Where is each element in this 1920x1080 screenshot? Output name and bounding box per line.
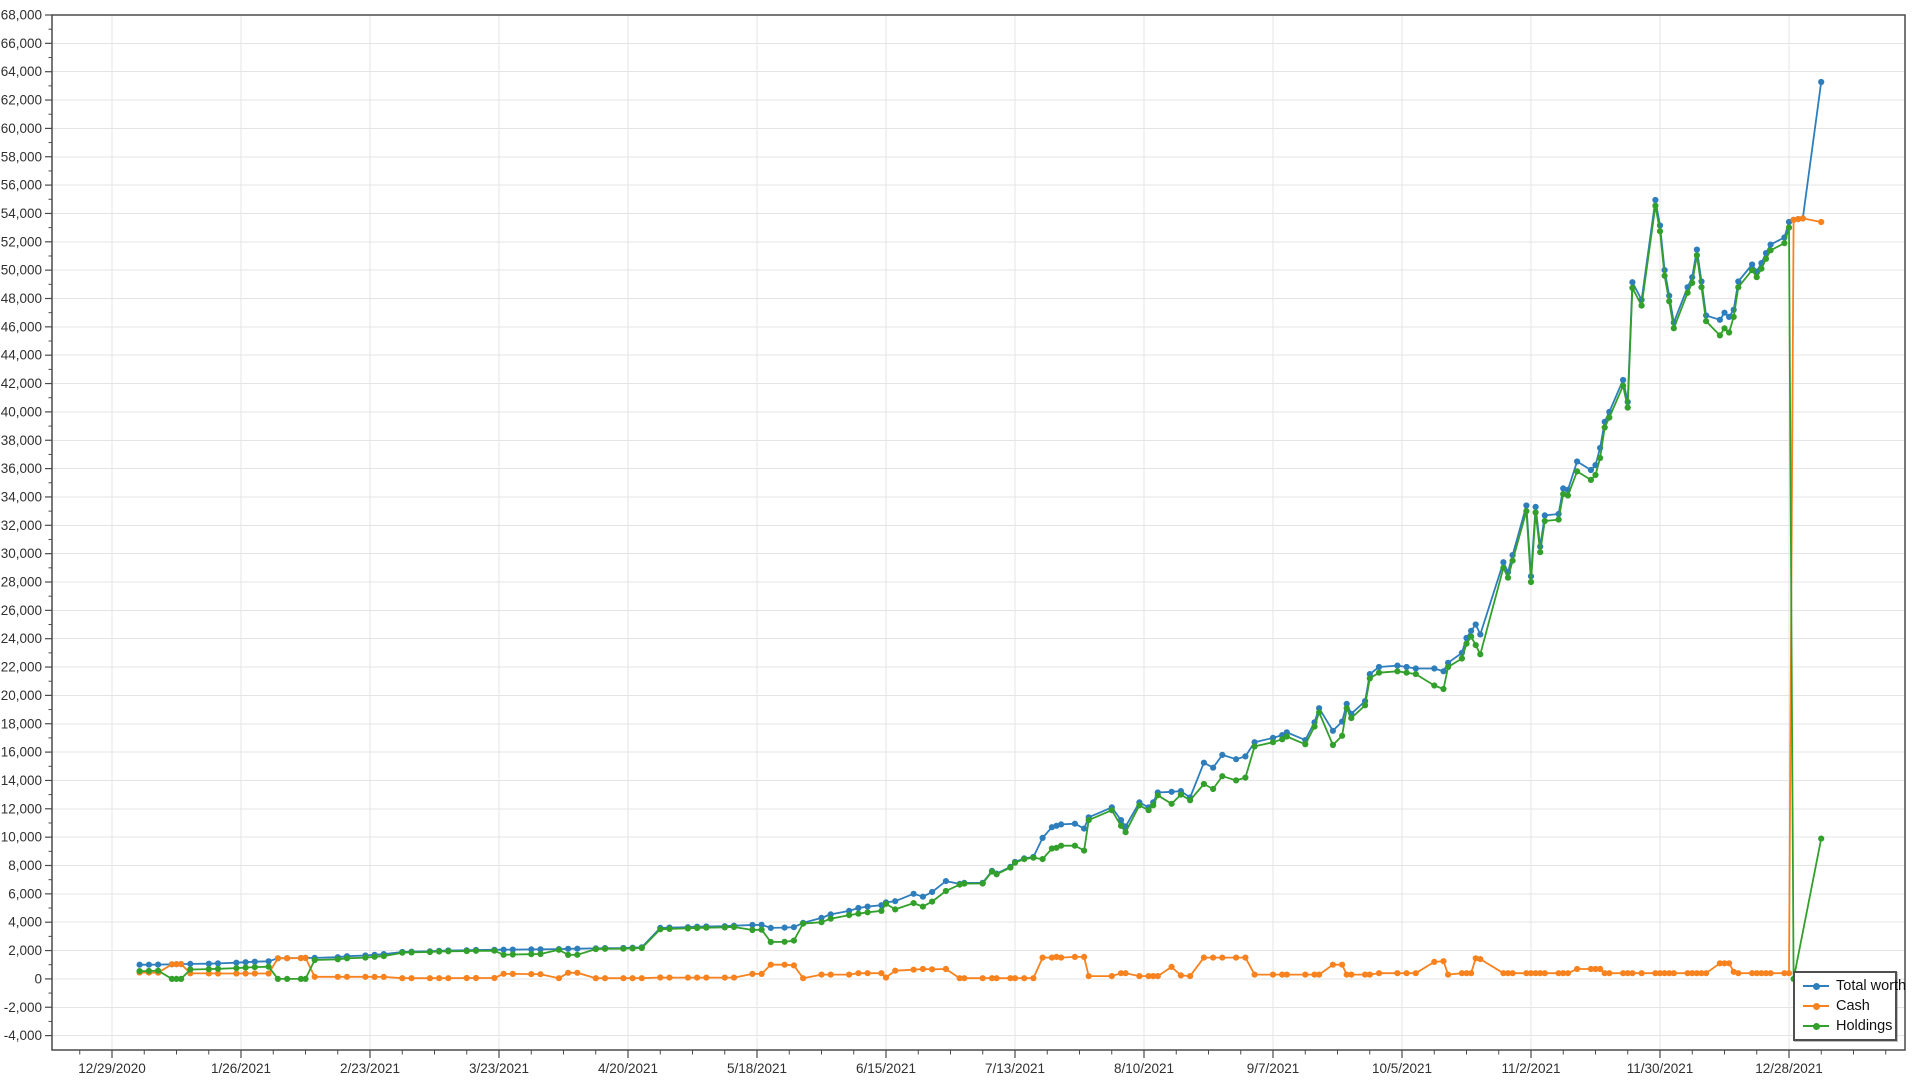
y-tick-label: -2,000	[4, 1000, 42, 1015]
y-tick-label: -4,000	[4, 1028, 42, 1043]
legend-item-total-worth: Total worth	[1803, 977, 1906, 995]
legend-marker-cash-icon	[1803, 1002, 1829, 1010]
y-tick-label: 46,000	[1, 319, 42, 334]
y-tick-label: 66,000	[1, 36, 42, 51]
y-axis: 68,000 66,000 64,000 62,000 60,000 58,000 56,0…	[1, 8, 52, 1043]
y-tick-label: 64,000	[1, 64, 42, 79]
gridlines	[52, 14, 1905, 1050]
x-tick-label: 12/28/2021	[1755, 1061, 1823, 1076]
y-tick-label: 62,000	[1, 93, 42, 108]
legend-item-cash: Cash	[1803, 997, 1891, 1015]
legend-label-holdings: Holdings	[1836, 1018, 1893, 1034]
series-holdings	[136, 202, 1825, 983]
y-tick-label: 6,000	[8, 886, 42, 901]
series-line	[139, 204, 1823, 980]
y-tick-label: 28,000	[1, 575, 42, 590]
x-tick-label: 11/30/2021	[1627, 1061, 1694, 1076]
y-tick-label: 26,000	[1, 603, 42, 618]
x-tick-label: 11/2/2021	[1501, 1061, 1560, 1076]
y-tick-label: 24,000	[1, 631, 42, 646]
x-tick-label: 8/10/2021	[1114, 1061, 1174, 1076]
x-tick-label: 1/26/2021	[211, 1061, 271, 1076]
y-tick-label: 10,000	[1, 830, 42, 845]
y-tick-label: 0	[34, 971, 42, 986]
x-tick-label: 12/29/2020	[78, 1061, 146, 1076]
y-tick-label: 68,000	[1, 8, 42, 23]
y-tick-label: 60,000	[1, 121, 42, 136]
plot-border	[51, 14, 1906, 1051]
y-tick-label: 38,000	[1, 433, 42, 448]
y-tick-label: 42,000	[1, 376, 42, 391]
legend-marker-holdings-icon	[1803, 1022, 1829, 1030]
y-tick-label: 34,000	[1, 489, 42, 504]
x-tick-label: 5/18/2021	[727, 1061, 787, 1076]
x-tick-label: 6/15/2021	[856, 1061, 916, 1076]
y-tick-label: 20,000	[1, 688, 42, 703]
y-tick-label: 18,000	[1, 716, 42, 731]
x-tick-label: 3/23/2021	[469, 1061, 529, 1076]
y-tick-label: 36,000	[1, 461, 42, 476]
legend-label-cash: Cash	[1836, 998, 1870, 1014]
y-tick-label: 44,000	[1, 348, 42, 363]
series-line	[139, 81, 1823, 966]
y-tick-label: 56,000	[1, 178, 42, 193]
y-tick-label: 16,000	[1, 745, 42, 760]
y-tick-label: 22,000	[1, 660, 42, 675]
x-tick-label: 2/23/2021	[340, 1061, 400, 1076]
legend-item-holdings: Holdings	[1803, 1017, 1893, 1035]
y-tick-label: 40,000	[1, 404, 42, 419]
x-axis: 12/29/2020 1/26/2021 2/23/2021 3/23/2021 4/2…	[78, 1050, 1887, 1076]
y-tick-label: 32,000	[1, 518, 42, 533]
y-tick-label: 48,000	[1, 291, 42, 306]
y-tick-label: 30,000	[1, 546, 42, 561]
y-tick-label: 14,000	[1, 773, 42, 788]
y-tick-label: 52,000	[1, 234, 42, 249]
y-tick-label: 4,000	[8, 915, 42, 930]
x-tick-label: 4/20/2021	[598, 1061, 658, 1076]
x-tick-label: 7/13/2021	[985, 1061, 1045, 1076]
legend-marker-total-worth-icon	[1803, 982, 1829, 990]
y-tick-label: 58,000	[1, 149, 42, 164]
y-tick-label: 54,000	[1, 206, 42, 221]
legend-label-total-worth: Total worth	[1836, 978, 1907, 994]
y-tick-label: 2,000	[8, 943, 42, 958]
series-total-worth	[136, 78, 1825, 968]
series-cash	[136, 215, 1825, 982]
y-tick-label: 50,000	[1, 263, 42, 278]
y-tick-label: 12,000	[1, 801, 42, 816]
legend: Total worth Cash Holdings	[1793, 971, 1906, 1041]
x-tick-label: 10/5/2021	[1372, 1061, 1432, 1076]
x-tick-label: 9/7/2021	[1247, 1061, 1300, 1076]
series-line	[139, 217, 1822, 980]
y-tick-label: 8,000	[8, 858, 42, 873]
